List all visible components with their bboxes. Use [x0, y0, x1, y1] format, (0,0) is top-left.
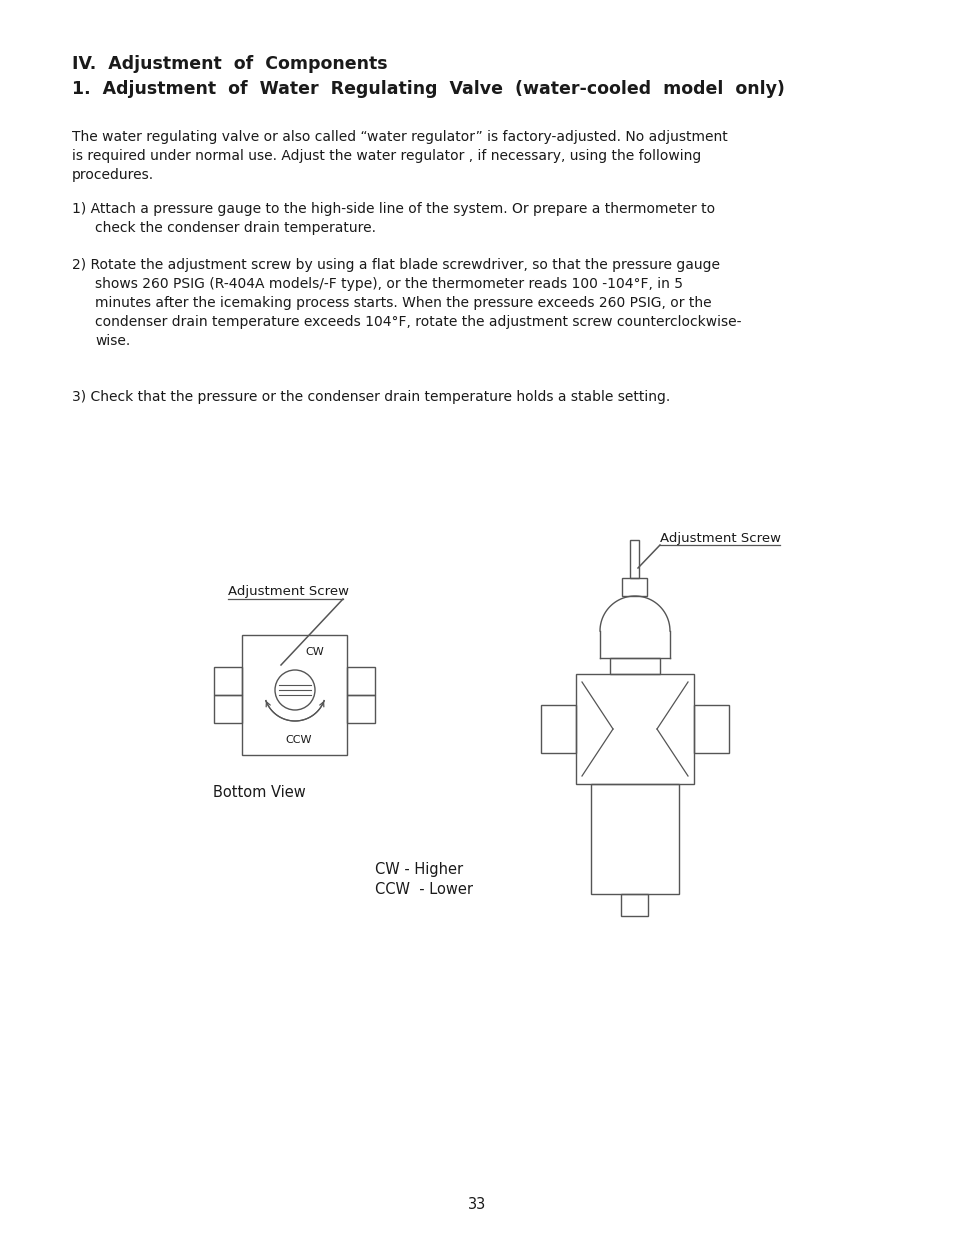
Bar	[214, 695, 242, 722]
Bar	[693, 705, 728, 753]
Bar	[242, 635, 347, 755]
Bar	[214, 667, 242, 695]
Text: Adjustment Screw: Adjustment Screw	[659, 532, 781, 545]
Text: shows 260 PSIG (R-404A models/-F type), or the thermometer reads 100 -104°F, in : shows 260 PSIG (R-404A models/-F type), …	[95, 277, 682, 291]
Text: is required under normal use. Adjust the water regulator , if necessary, using t: is required under normal use. Adjust the…	[71, 149, 700, 163]
Bar	[630, 540, 639, 578]
Text: 3) Check that the pressure or the condenser drain temperature holds a stable set: 3) Check that the pressure or the conden…	[71, 390, 670, 404]
Text: CCW  - Lower: CCW - Lower	[375, 882, 473, 897]
Bar	[620, 894, 648, 916]
Text: 2) Rotate the adjustment screw by using a flat blade screwdriver, so that the pr: 2) Rotate the adjustment screw by using …	[71, 258, 720, 272]
Text: 1.  Adjustment  of  Water  Regulating  Valve  (water-cooled  model  only): 1. Adjustment of Water Regulating Valve …	[71, 80, 784, 98]
Text: 1) Attach a pressure gauge to the high-side line of the system. Or prepare a the: 1) Attach a pressure gauge to the high-s…	[71, 203, 715, 216]
Text: wise.: wise.	[95, 333, 131, 348]
Bar	[576, 674, 693, 784]
Text: CW - Higher: CW - Higher	[375, 862, 462, 877]
Text: The water regulating valve or also called “water regulator” is factory-adjusted.: The water regulating valve or also calle…	[71, 130, 727, 144]
Bar	[622, 578, 647, 597]
Text: minutes after the icemaking process starts. When the pressure exceeds 260 PSIG, : minutes after the icemaking process star…	[95, 296, 711, 310]
Text: CCW: CCW	[285, 735, 312, 745]
Text: Adjustment Screw: Adjustment Screw	[228, 585, 349, 598]
Text: condenser drain temperature exceeds 104°F, rotate the adjustment screw countercl: condenser drain temperature exceeds 104°…	[95, 315, 740, 329]
Text: 33: 33	[467, 1197, 486, 1212]
Text: IV.  Adjustment  of  Components: IV. Adjustment of Components	[71, 56, 387, 73]
Bar	[590, 784, 679, 894]
Bar	[347, 667, 375, 695]
Bar	[540, 705, 576, 753]
Text: Bottom View: Bottom View	[213, 785, 305, 800]
Text: CW: CW	[305, 647, 323, 657]
Text: check the condenser drain temperature.: check the condenser drain temperature.	[95, 221, 375, 235]
Text: procedures.: procedures.	[71, 168, 154, 182]
Bar	[609, 658, 659, 674]
Bar	[347, 695, 375, 722]
